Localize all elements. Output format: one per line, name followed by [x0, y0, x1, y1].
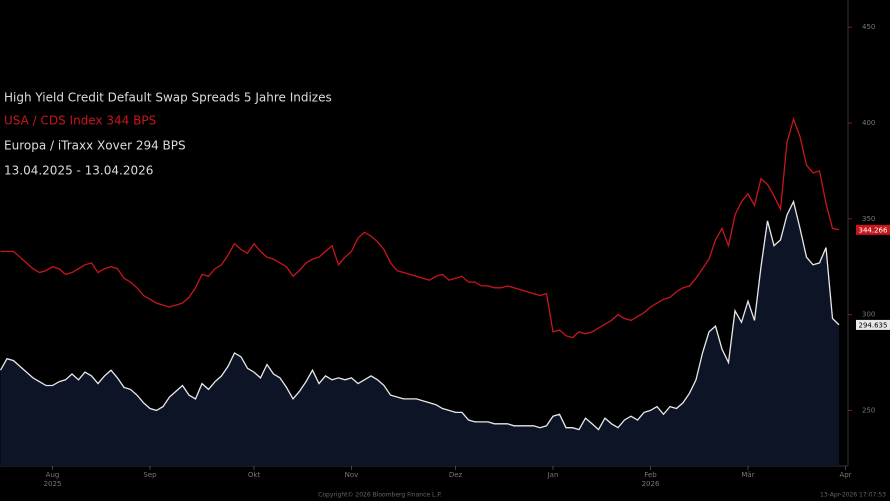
x-tick-label: Mär	[741, 471, 754, 479]
y-tick-label: 450	[862, 23, 875, 31]
x-tick-label: Jan	[547, 471, 559, 479]
x-group-label: 2026	[642, 480, 660, 488]
y-tick-label: 400	[862, 119, 875, 127]
line	[0, 199, 840, 431]
x-tick-label: Apr	[839, 471, 851, 479]
last-value-box	[856, 224, 890, 235]
x-tick-label: Sep	[143, 471, 157, 479]
x-tick-label: Feb	[644, 471, 657, 479]
x-tick-label: Okt	[248, 471, 261, 479]
legend-entry: USA / CDS Index 344 BPS	[4, 114, 156, 128]
chart-title: High Yield Credit Default Swap Spreads 5…	[4, 91, 332, 105]
subtitle: 13.04.2025 - 13.04.2026	[4, 164, 153, 178]
y-tick-label: 250	[862, 406, 875, 414]
x-tick-label: Aug	[46, 471, 60, 479]
footer: Copyright© 2026 Bloomberg Finance L.P.	[318, 492, 442, 499]
last-value-box	[856, 319, 890, 330]
y-tick-label: 300	[862, 311, 875, 319]
x-tick-label: Dez	[449, 471, 463, 479]
x-tick-label: Nov	[345, 471, 359, 479]
legend-entry: Europa / iTraxx Xover 294 BPS	[4, 139, 186, 153]
line	[0, 117, 840, 339]
y-tick-label: 350	[862, 215, 875, 223]
timestamp: 13-Apr-2026 17:07:53	[820, 492, 886, 499]
last-value-label: 294.635	[859, 321, 888, 329]
area	[0, 201, 839, 466]
x-group-label: 2025	[44, 480, 62, 488]
last-value-label: 344.266	[859, 226, 888, 234]
